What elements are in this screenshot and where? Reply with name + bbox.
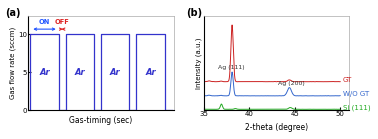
Text: ON: ON (39, 19, 50, 25)
Text: Ar: Ar (74, 68, 85, 77)
Text: GT: GT (343, 77, 352, 83)
Y-axis label: Gas flow rate (sccm): Gas flow rate (sccm) (10, 27, 17, 99)
Text: Ag (200): Ag (200) (278, 81, 305, 86)
Y-axis label: Intensity (a.u.): Intensity (a.u.) (196, 37, 202, 89)
Text: Si (111): Si (111) (343, 105, 370, 111)
Text: Ar: Ar (39, 68, 50, 77)
Text: Ar: Ar (110, 68, 121, 77)
X-axis label: Gas-timing (sec): Gas-timing (sec) (70, 116, 133, 125)
Text: (b): (b) (186, 8, 202, 18)
Text: (a): (a) (5, 8, 20, 18)
Text: Ag (111): Ag (111) (218, 65, 245, 70)
Text: Ar: Ar (145, 68, 156, 77)
Text: OFF: OFF (55, 19, 70, 25)
Text: W/O GT: W/O GT (343, 91, 369, 97)
X-axis label: 2-theta (degree): 2-theta (degree) (245, 123, 308, 132)
